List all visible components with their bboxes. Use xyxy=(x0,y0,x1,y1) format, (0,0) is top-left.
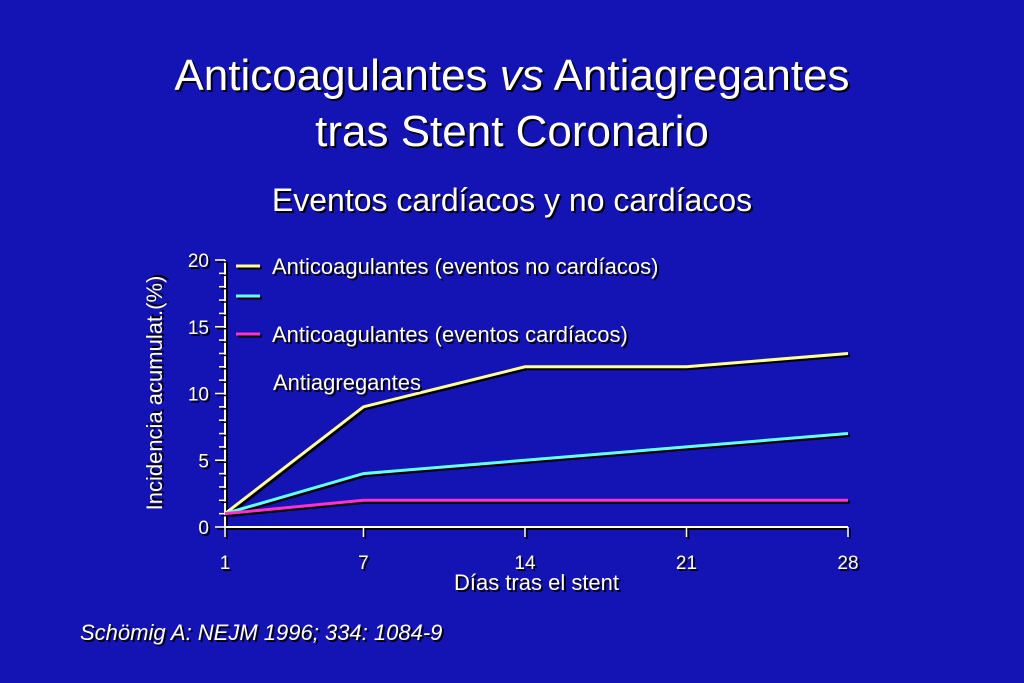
x-tick-major xyxy=(685,527,690,539)
y-axis-label: Incidencia acumulat.(%)Incidencia acumul… xyxy=(142,274,169,511)
y-tick-label-text: 20 xyxy=(188,251,209,272)
series-line-1-stroke xyxy=(224,351,849,515)
y-tick-label-shadow: 0 xyxy=(200,520,211,541)
chart-subtitle: Eventos cardíacos y no cardíacos xyxy=(271,182,753,218)
x-tick-label-shadow: 7 xyxy=(360,555,371,576)
y-tick-minor xyxy=(219,299,227,303)
x-tick-label-text: 14 xyxy=(514,553,536,574)
x-tick-label-text: 1 xyxy=(220,553,231,574)
y-tick-minor xyxy=(219,379,227,383)
legend-swatch-2 xyxy=(236,294,262,300)
y-tick-minor xyxy=(219,352,227,357)
x-axis-label-text: Días tras el stent xyxy=(454,570,619,595)
y-axis-label-shadow: Incidencia acumulat.(%) xyxy=(144,274,169,509)
title-vs: vs xyxy=(499,51,544,100)
citation: Schömig A: NEJM 1996; 334: 1084-9 xyxy=(80,620,443,645)
legend-label-3: Anticoagulantes (eventos cardíacos)Antic… xyxy=(272,322,630,349)
x-tick-label-shadow: 21 xyxy=(678,555,699,576)
y-tick-label-shadow: 20 xyxy=(190,253,211,274)
y-tick-minor xyxy=(219,472,227,477)
y-tick-minor xyxy=(219,339,227,343)
x-tick-major xyxy=(847,527,851,539)
x-tick-label: 77 xyxy=(358,553,371,576)
annotation-1-text: Antiagregantes xyxy=(273,370,421,395)
series-line-2 xyxy=(224,432,851,518)
x-tick-label-shadow: 1 xyxy=(222,555,233,576)
legend-label-1: Anticoagulantes (eventos no cardíacos)An… xyxy=(272,254,660,281)
x-axis-line xyxy=(225,526,850,530)
y-tick-label-shadow: 10 xyxy=(190,387,211,408)
y-tick-minor xyxy=(219,366,227,370)
x-tick-major xyxy=(362,527,367,539)
x-tick-label-text: 28 xyxy=(837,553,858,574)
x-tick-label-shadow: 14 xyxy=(516,555,538,576)
series-line-2-shadow xyxy=(226,434,851,518)
series-line-3-stroke xyxy=(224,498,848,516)
y-tick-label-text: 10 xyxy=(188,385,209,406)
legend-label-1-shadow: Anticoagulantes (eventos no cardíacos) xyxy=(274,256,660,281)
y-tick-label: 55 xyxy=(198,451,211,474)
y-tick-label: 00 xyxy=(198,518,211,541)
x-tick-major xyxy=(524,527,528,539)
y-tick-major xyxy=(215,326,227,330)
x-tick-label: 11 xyxy=(220,553,233,576)
y-tick-minor xyxy=(219,285,227,290)
y-tick-label-text: 15 xyxy=(188,318,209,339)
y-tick-minor xyxy=(219,312,227,317)
x-axis-label-shadow: Días tras el stent xyxy=(456,572,621,597)
x-tick-label-shadow: 28 xyxy=(839,555,860,576)
annotation-1-shadow: Antiagregantes xyxy=(275,372,423,397)
legend-label-1-text: Anticoagulantes (eventos no cardíacos) xyxy=(272,254,658,279)
y-tick-minor xyxy=(219,446,227,450)
y-tick-minor xyxy=(219,486,227,490)
y-tick-minor xyxy=(219,512,227,517)
series-line-3 xyxy=(224,498,850,518)
y-axis-label-text: Incidencia acumulat.(%) xyxy=(142,276,167,511)
y-tick-label-text: 0 xyxy=(198,518,209,539)
legend-label-3-shadow: Anticoagulantes (eventos cardíacos) xyxy=(274,324,630,349)
y-tick-minor xyxy=(219,272,227,277)
slide-title: Anticoagulantes vs Antiagregantes tras S… xyxy=(0,48,1024,160)
y-tick-minor xyxy=(219,499,227,504)
x-tick-label-text: 21 xyxy=(676,553,697,574)
y-tick-label-shadow: 5 xyxy=(200,453,211,474)
y-tick-minor xyxy=(219,406,227,410)
x-tick-label-text: 7 xyxy=(358,553,369,574)
y-tick-major xyxy=(215,392,227,397)
series-lines xyxy=(224,351,851,518)
legend-swatch-3 xyxy=(236,332,262,338)
legend-label-3-text: Anticoagulantes (eventos cardíacos) xyxy=(272,322,628,347)
y-tick-major xyxy=(215,259,227,263)
y-tick-label-shadow: 15 xyxy=(190,320,211,341)
y-tick-minor xyxy=(219,419,227,423)
x-tick-major xyxy=(224,527,228,539)
legend-swatch-1 xyxy=(236,264,262,270)
title-part-1: Anticoagulantes xyxy=(174,51,500,100)
y-tick-major xyxy=(215,459,227,463)
series-line-1 xyxy=(224,351,851,517)
y-tick-minor xyxy=(219,432,227,437)
title-part-2: Antiagregantes xyxy=(543,51,850,100)
y-tick-label-text: 5 xyxy=(198,451,209,472)
series-line-2-stroke xyxy=(224,432,849,516)
series-line-1-shadow xyxy=(226,353,851,517)
title-line-1: Anticoagulantes vs Antiagregantes xyxy=(0,48,1024,104)
legend: Anticoagulantes (eventos no cardíacos) An… xyxy=(236,254,660,349)
series-line-3-shadow xyxy=(226,500,850,518)
title-line-2: tras Stent Coronario xyxy=(315,107,709,156)
